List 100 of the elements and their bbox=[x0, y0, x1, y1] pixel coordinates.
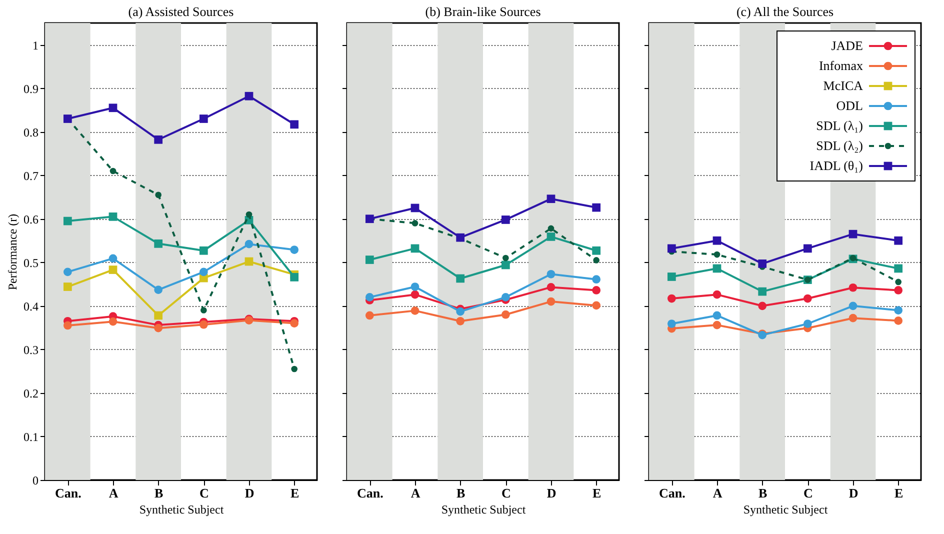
point bbox=[154, 239, 163, 248]
point bbox=[244, 92, 254, 100]
point bbox=[894, 286, 903, 294]
point bbox=[502, 254, 509, 262]
point bbox=[154, 311, 163, 320]
y-tick-label: 0.9 bbox=[24, 82, 38, 96]
x-axis-title: Synthetic Subject bbox=[441, 502, 526, 516]
point bbox=[290, 246, 299, 254]
point bbox=[894, 306, 903, 314]
legend-label: McICA bbox=[823, 78, 864, 93]
x-tick-label: B bbox=[154, 486, 164, 500]
point bbox=[155, 192, 162, 198]
point bbox=[667, 272, 676, 281]
y-tick-label: 0.6 bbox=[24, 212, 38, 226]
legend-label: SDL (λ₁) bbox=[816, 118, 863, 133]
point bbox=[758, 302, 767, 310]
point bbox=[758, 260, 767, 268]
point bbox=[456, 274, 465, 283]
point bbox=[244, 257, 254, 266]
point bbox=[501, 260, 510, 270]
point bbox=[365, 311, 374, 320]
y-tick-label: 0.5 bbox=[24, 256, 38, 270]
x-tick-label: B bbox=[758, 486, 768, 500]
point bbox=[848, 314, 858, 322]
legend-label: SDL (λ₂) bbox=[816, 138, 863, 153]
point bbox=[63, 216, 72, 226]
legend-label: Infomax bbox=[818, 58, 864, 73]
chart-title: (b) Brain-like Sources bbox=[425, 4, 541, 19]
point bbox=[365, 256, 374, 264]
point bbox=[108, 212, 118, 221]
point bbox=[546, 232, 556, 241]
chart-title: (c) All the Sources bbox=[736, 4, 834, 19]
y-tick-label: 0.7 bbox=[24, 168, 38, 183]
point bbox=[199, 114, 208, 123]
point bbox=[592, 203, 601, 212]
point bbox=[63, 282, 72, 291]
point bbox=[291, 366, 298, 372]
point bbox=[110, 168, 116, 174]
point bbox=[894, 236, 903, 245]
x-tick-label: Can. bbox=[658, 486, 686, 500]
point bbox=[894, 264, 903, 273]
x-tick-label: C bbox=[199, 486, 209, 500]
point bbox=[667, 320, 676, 328]
point bbox=[246, 211, 252, 218]
point bbox=[410, 282, 420, 291]
legend-label: ODL bbox=[836, 98, 864, 113]
point bbox=[199, 246, 208, 255]
point bbox=[154, 286, 163, 294]
point bbox=[592, 275, 601, 284]
point bbox=[410, 306, 420, 315]
point bbox=[108, 317, 118, 326]
y-tick-label: 0.4 bbox=[24, 299, 38, 314]
point bbox=[592, 301, 601, 310]
legend-label: IADL (θ₁) bbox=[810, 158, 863, 173]
point bbox=[848, 302, 858, 310]
point bbox=[456, 316, 465, 326]
x-tick-label: Can. bbox=[54, 486, 82, 500]
y-tick-label: 0.2 bbox=[24, 386, 38, 400]
point bbox=[712, 236, 722, 245]
point bbox=[758, 287, 767, 296]
x-tick-label: D bbox=[244, 486, 254, 500]
point bbox=[803, 320, 812, 328]
point bbox=[501, 310, 510, 319]
point bbox=[712, 264, 722, 273]
point bbox=[63, 321, 72, 330]
point bbox=[200, 307, 207, 314]
point bbox=[546, 297, 556, 306]
x-tick-label: A bbox=[410, 486, 421, 500]
point bbox=[848, 230, 858, 238]
point bbox=[712, 320, 722, 330]
x-tick-label: A bbox=[712, 486, 723, 500]
x-axis-title: Synthetic Subject bbox=[139, 502, 224, 516]
point bbox=[108, 266, 118, 274]
y-axis-title: Performance (r) bbox=[6, 214, 20, 290]
point bbox=[501, 293, 510, 302]
x-tick-label: E bbox=[592, 486, 602, 500]
point bbox=[410, 290, 420, 299]
point bbox=[548, 225, 554, 232]
point bbox=[199, 320, 208, 329]
y-tick-label: 0.8 bbox=[24, 125, 38, 140]
point bbox=[546, 270, 556, 278]
point bbox=[667, 294, 676, 303]
x-tick-label: E bbox=[290, 486, 300, 500]
point bbox=[712, 311, 722, 320]
y-tick-label: 0.1 bbox=[24, 430, 38, 444]
point bbox=[410, 244, 420, 253]
point bbox=[63, 268, 72, 276]
point bbox=[803, 294, 812, 303]
point bbox=[894, 316, 903, 325]
point bbox=[108, 104, 118, 112]
point bbox=[848, 283, 858, 292]
point bbox=[456, 307, 465, 316]
point bbox=[154, 324, 163, 332]
point bbox=[593, 257, 600, 264]
x-tick-label: C bbox=[501, 486, 511, 500]
point bbox=[410, 204, 420, 212]
point bbox=[108, 254, 118, 263]
point bbox=[154, 135, 163, 144]
point bbox=[712, 290, 722, 299]
point bbox=[412, 220, 418, 226]
